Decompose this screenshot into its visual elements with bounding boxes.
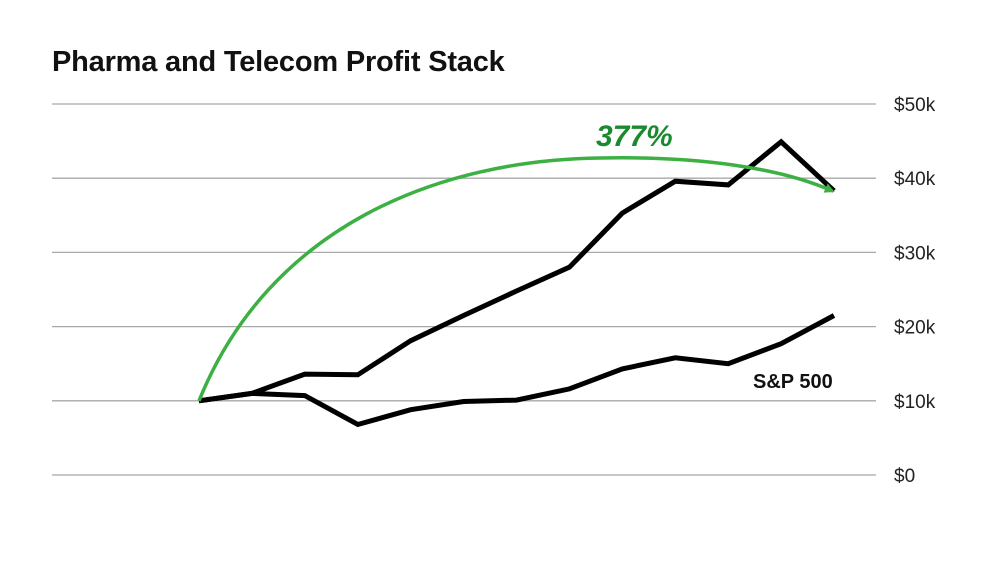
series-labels: S&P 500	[753, 371, 833, 393]
y-tick-label: $0	[894, 466, 915, 487]
y-tick-label: $50k	[894, 95, 936, 116]
growth-annotation: 377%	[197, 120, 835, 402]
series-lines	[198, 138, 836, 428]
y-axis-ticks: $0 $10k $20k $30k $40k $50k	[894, 95, 936, 487]
y-tick-label: $40k	[894, 169, 936, 190]
series-label-sp500: S&P 500	[753, 371, 833, 393]
series-line-profit-stack	[198, 138, 836, 404]
y-tick-label: $20k	[894, 318, 936, 339]
series-line-sp500	[198, 313, 836, 428]
y-tick-label: $10k	[894, 392, 936, 413]
chart-title: Pharma and Telecom Profit Stack	[52, 46, 505, 78]
gridlines	[52, 103, 876, 476]
growth-arrow	[197, 156, 835, 402]
growth-percent-label: 377%	[596, 120, 673, 153]
y-tick-label: $30k	[894, 243, 936, 264]
